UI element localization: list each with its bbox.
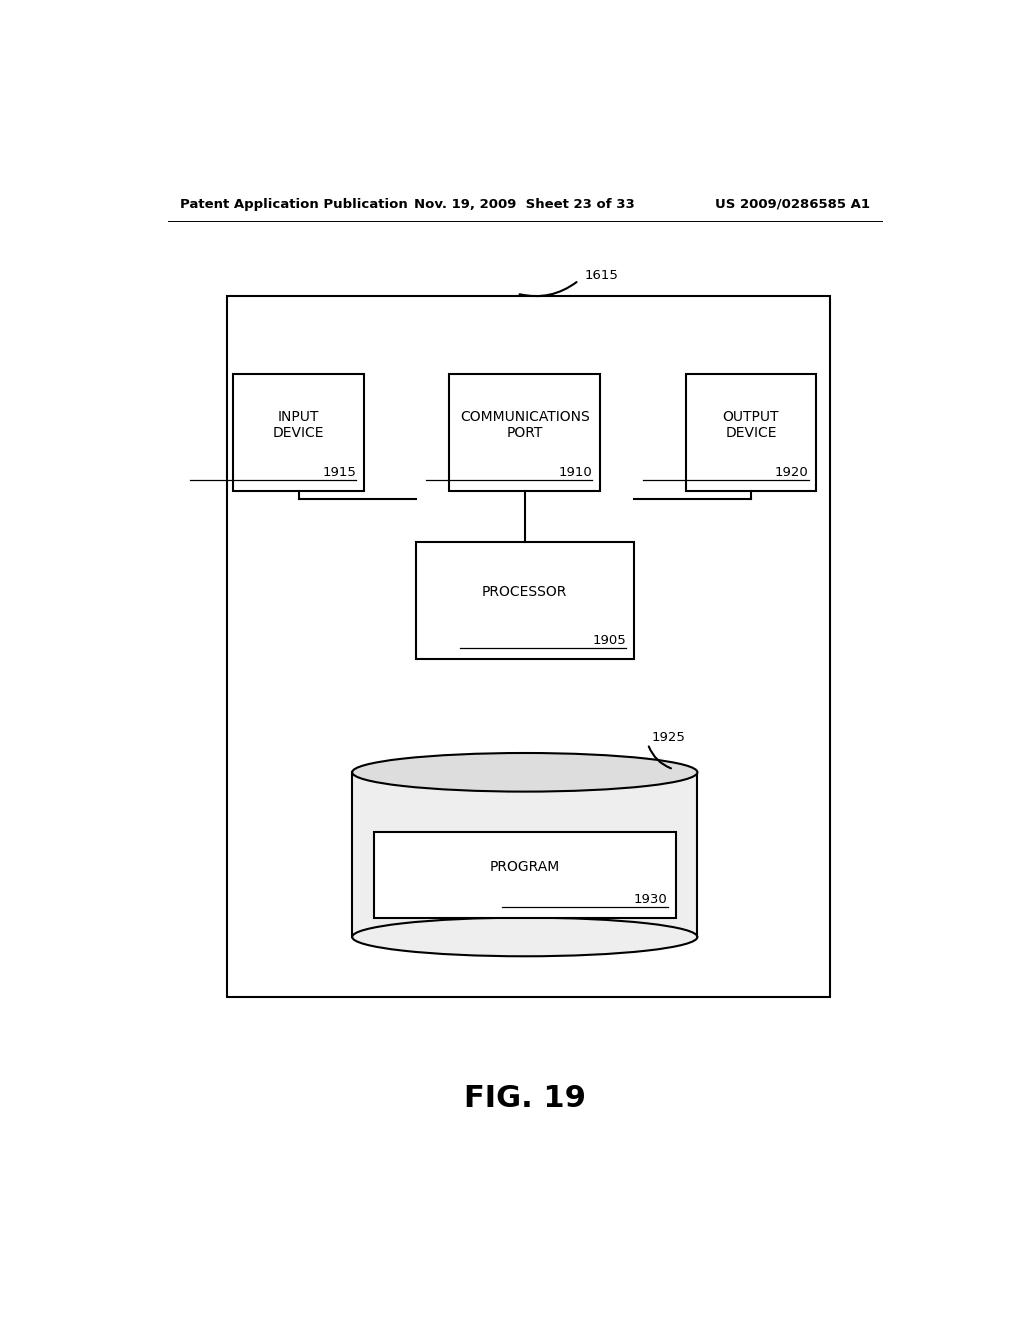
FancyBboxPatch shape [233,375,365,491]
Text: 1920: 1920 [775,466,809,479]
FancyBboxPatch shape [227,296,830,997]
Ellipse shape [352,917,697,956]
Text: 1925: 1925 [652,731,686,744]
Text: 1915: 1915 [323,466,356,479]
Text: PROGRAM: PROGRAM [489,859,560,874]
FancyBboxPatch shape [685,375,816,491]
Text: Patent Application Publication: Patent Application Publication [179,198,408,211]
Text: US 2009/0286585 A1: US 2009/0286585 A1 [715,198,870,211]
FancyBboxPatch shape [416,543,634,659]
Text: COMMUNICATIONS
PORT: COMMUNICATIONS PORT [460,409,590,440]
Ellipse shape [352,752,697,792]
Text: INPUT
DEVICE: INPUT DEVICE [272,409,325,440]
Bar [352,772,697,937]
Text: PROCESSOR: PROCESSOR [482,585,567,599]
FancyBboxPatch shape [374,832,676,919]
FancyBboxPatch shape [450,375,600,491]
Text: 1905: 1905 [592,634,626,647]
Text: Nov. 19, 2009  Sheet 23 of 33: Nov. 19, 2009 Sheet 23 of 33 [415,198,635,211]
Text: FIG. 19: FIG. 19 [464,1084,586,1113]
Text: 1615: 1615 [585,269,618,281]
Text: OUTPUT
DEVICE: OUTPUT DEVICE [723,409,779,440]
Text: 1930: 1930 [634,892,668,906]
Text: 1910: 1910 [558,466,592,479]
